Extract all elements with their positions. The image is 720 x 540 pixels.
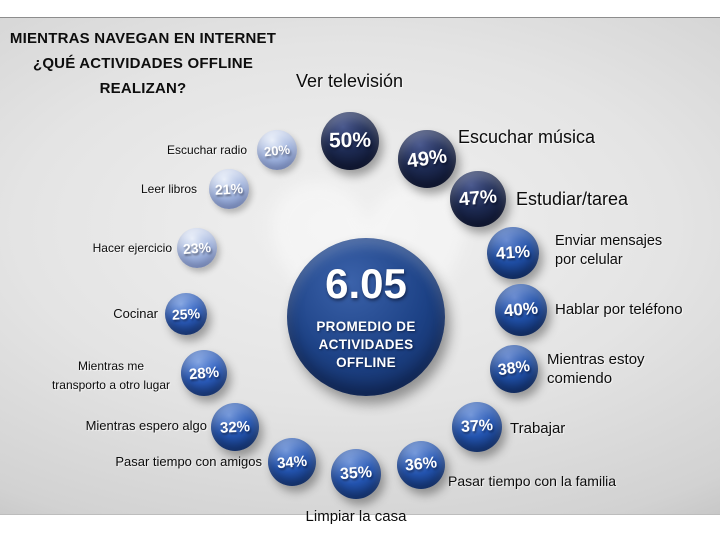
bubble-hablar-telefono: 40% bbox=[495, 284, 547, 336]
percent-trabajar: 37% bbox=[460, 417, 494, 436]
percent-escuchar-musica: 49% bbox=[405, 144, 449, 173]
bubble-mientras-comiendo: 38% bbox=[490, 345, 538, 393]
bubble-trabajar: 37% bbox=[452, 402, 502, 452]
slide-title: MIENTRAS NAVEGAN EN INTERNET ¿QUÉ ACTIVI… bbox=[5, 26, 281, 101]
center-average-bubble: 6.05 PROMEDIO DE ACTIVIDADES OFFLINE bbox=[287, 238, 445, 396]
label-ver-television: Ver televisión bbox=[296, 71, 404, 91]
label-escuchar-radio: Escuchar radio bbox=[166, 143, 247, 157]
label-cocinar: Cocinar bbox=[113, 306, 158, 321]
label-estudiar-tarea: Estudiar/tarea bbox=[516, 189, 629, 209]
percent-pasar-amigos: 34% bbox=[276, 452, 308, 472]
slide-title-line: REALIZAN? bbox=[99, 80, 187, 97]
bubble-pasar-familia: 36% bbox=[397, 441, 445, 489]
bubble-hacer-ejercicio: 23% bbox=[177, 228, 217, 268]
slide-background-panel: ♥ MIENTRAS NAVEGAN EN INTERNET ¿QUÉ ACTI… bbox=[0, 17, 720, 525]
percent-enviar-mensajes: 41% bbox=[495, 241, 531, 264]
percent-mientras-comiendo: 38% bbox=[496, 357, 531, 380]
bubble-enviar-mensajes: 41% bbox=[487, 227, 539, 279]
bubble-escuchar-musica: 49% bbox=[398, 130, 456, 188]
percent-estudiar-tarea: 47% bbox=[458, 186, 498, 211]
percent-leer-libros: 21% bbox=[214, 180, 244, 198]
percent-escuchar-radio: 20% bbox=[263, 141, 291, 159]
percent-hablar-telefono: 40% bbox=[503, 298, 539, 321]
slide-title-line: MIENTRAS NAVEGAN EN INTERNET bbox=[9, 30, 277, 47]
bubble-mientras-espero: 32% bbox=[211, 403, 259, 451]
bubble-mientras-transporto: 28% bbox=[181, 350, 227, 396]
label-mientras-comiendo: Mientras estoy comiendo bbox=[547, 350, 667, 388]
label-pasar-amigos: Pasar tiempo con amigos bbox=[115, 454, 262, 469]
bubble-ver-television: 50% bbox=[321, 112, 379, 170]
label-mientras-comiendo-line: comiendo bbox=[547, 370, 613, 387]
label-limpiar-casa: Limpiar la casa bbox=[305, 508, 407, 525]
label-enviar-mensajes-line: por celular bbox=[555, 252, 623, 268]
label-hacer-ejercicio: Hacer ejercicio bbox=[92, 241, 172, 255]
percent-mientras-espero: 32% bbox=[219, 417, 251, 437]
bubble-escuchar-radio: 20% bbox=[257, 130, 297, 170]
label-enviar-mensajes-line: Enviar mensajes bbox=[555, 233, 663, 249]
label-leer-libros: Leer libros bbox=[140, 182, 197, 196]
bubble-limpiar-casa: 35% bbox=[331, 449, 381, 499]
label-trabajar: Trabajar bbox=[510, 420, 566, 437]
bubble-cocinar: 25% bbox=[165, 293, 207, 335]
percent-pasar-familia: 36% bbox=[404, 454, 438, 475]
label-mientras-transporto: Mientras me transporto a otro lugar bbox=[42, 357, 180, 395]
label-mientras-comiendo-line: Mientras estoy bbox=[547, 351, 645, 368]
average-label: PROMEDIO DE ACTIVIDADES OFFLINE bbox=[316, 319, 416, 370]
slide-title-line: ¿QUÉ ACTIVIDADES OFFLINE bbox=[32, 55, 254, 72]
percent-mientras-transporto: 28% bbox=[188, 363, 220, 383]
label-pasar-familia: Pasar tiempo con la familia bbox=[448, 473, 617, 489]
bubble-pasar-amigos: 34% bbox=[268, 438, 316, 486]
average-value: 6.05 bbox=[325, 260, 407, 307]
label-mientras-espero: Mientras espero algo bbox=[85, 418, 207, 433]
label-mientras-transporto-line: transporto a otro lugar bbox=[51, 378, 171, 392]
label-hablar-telefono: Hablar por teléfono bbox=[555, 301, 683, 318]
percent-limpiar-casa: 35% bbox=[339, 463, 373, 484]
bubble-estudiar-tarea: 47% bbox=[450, 171, 506, 227]
label-enviar-mensajes: Enviar mensajes por celular bbox=[555, 232, 685, 270]
label-mientras-transporto-line: Mientras me bbox=[77, 359, 145, 373]
percent-cocinar: 25% bbox=[171, 305, 201, 323]
bubble-leer-libros: 21% bbox=[209, 169, 249, 209]
label-escuchar-musica: Escuchar música bbox=[458, 127, 596, 147]
percent-ver-television: 50% bbox=[328, 128, 372, 153]
percent-hacer-ejercicio: 23% bbox=[182, 239, 212, 257]
